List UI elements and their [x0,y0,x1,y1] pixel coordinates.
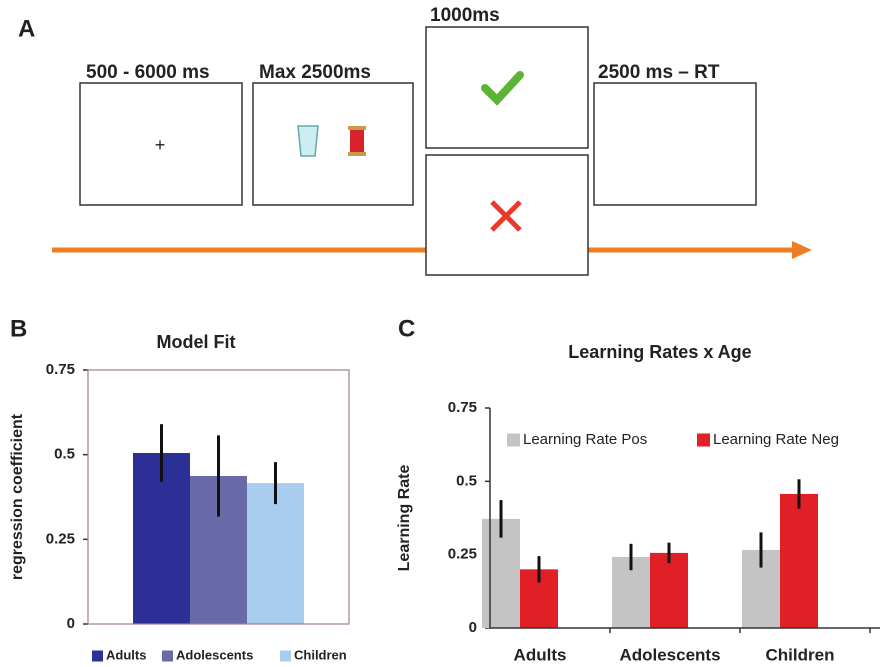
chart-title: Learning Rates x Age [568,342,751,362]
bar [650,552,688,628]
fixation-cross: + [155,135,166,155]
screen-feedback-delay [593,82,757,206]
y-tick-label: 0 [469,619,477,636]
y-tick-label: 0.25 [448,546,477,563]
legend-swatch [162,650,173,662]
panel-label: B [10,315,27,342]
arrow-head [792,241,812,259]
y-tick-label: 0.5 [456,472,477,489]
y-tick-label: 0 [67,615,75,632]
y-axis-label: regression coefficient [9,413,26,580]
x-tick-label: Children [766,645,835,664]
x-tick-label: Adults [514,645,567,664]
y-tick-label: 0.75 [46,361,75,378]
legend-swatch [507,433,520,447]
legend-swatch [280,650,291,662]
box-label: 1000ms [430,5,500,26]
legend-label: Learning Rate Neg [713,431,839,448]
legend-swatch [697,433,710,447]
chart-title: Model Fit [157,332,236,352]
y-axis-label: Learning Rate [396,465,413,572]
bar [780,493,818,628]
x-tick-label: Adolescents [619,645,720,664]
y-tick-label: 0.5 [54,446,75,463]
legend-label: Adults [106,647,146,662]
cross-icon [490,200,522,232]
box-label: Max 2500ms [259,62,371,83]
box-label: 500 - 6000 ms [86,62,210,83]
legend-label: Learning Rate Pos [523,431,647,448]
legend-swatch [92,650,103,662]
spool-icon [348,126,366,156]
box-label: 2500 ms – RT [598,62,720,83]
legend-label: Adolescents [176,647,253,662]
screen-fixation [79,82,243,206]
panel-a: A + 500 - 6000 ms Max 2500ms 1000ms 2500… [18,5,812,276]
check-icon [481,71,524,106]
panel-label: C [398,315,415,342]
legend-label: Children [294,647,347,662]
panel-label: A [18,15,35,42]
plot-frame [87,369,350,625]
y-tick-label: 0.25 [46,530,75,547]
screen-choice [252,82,414,206]
glass-icon [297,125,319,157]
bar [247,483,304,624]
y-tick-label: 0.75 [448,399,477,416]
